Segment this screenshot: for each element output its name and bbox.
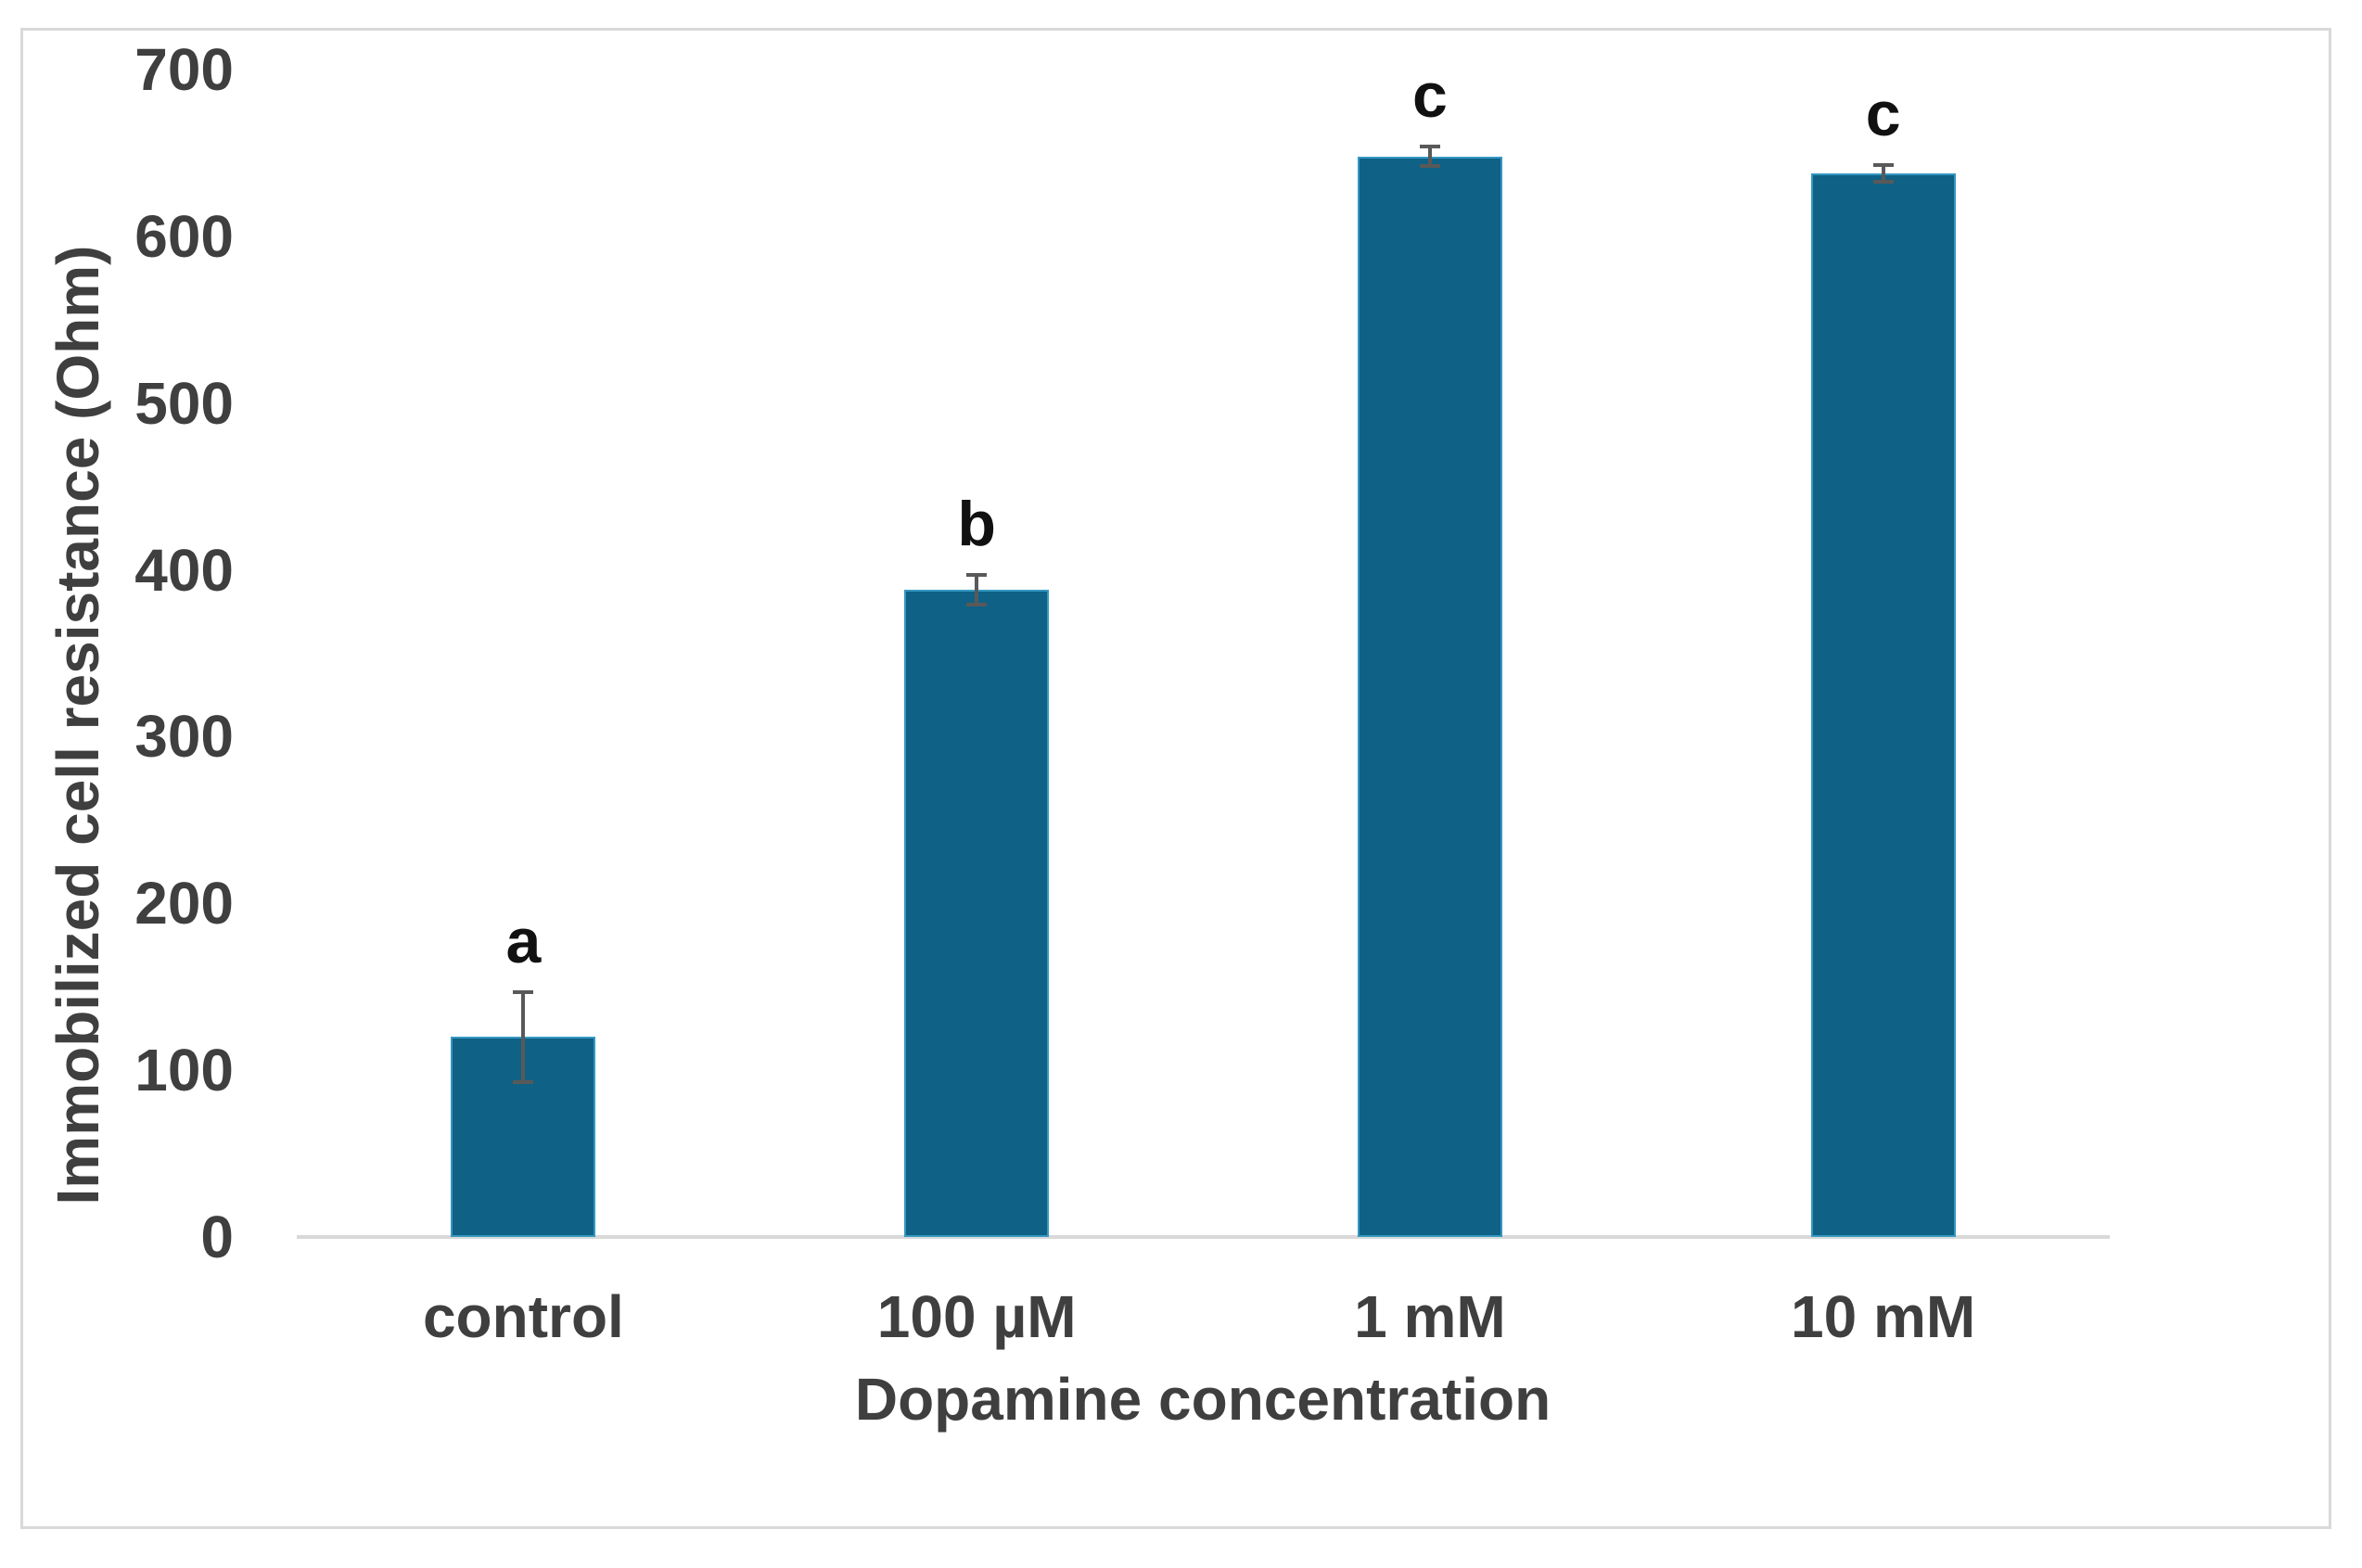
significance-letter: a <box>505 905 542 976</box>
y-tick-label: 700 <box>134 36 234 103</box>
x-category-label: control <box>422 1283 624 1350</box>
error-bar-cap-top <box>1872 162 1894 167</box>
x-axis-title: Dopamine concentration <box>854 1366 1551 1433</box>
bar-10-mM <box>1810 172 1956 1237</box>
error-bar-cap-bottom <box>1872 179 1894 184</box>
error-bar-cap-top <box>966 572 988 577</box>
y-tick-label: 300 <box>134 703 234 771</box>
error-bar-line <box>521 991 526 1082</box>
error-bar-cap-top <box>1419 144 1440 148</box>
bar-1-mM <box>1357 156 1502 1237</box>
y-tick-label: 600 <box>134 202 234 270</box>
error-bar-line <box>975 574 979 606</box>
x-axis-line <box>297 1235 2110 1239</box>
y-tick-label: 100 <box>134 1037 234 1104</box>
y-tick-label: 500 <box>134 369 234 437</box>
error-bar-line <box>1881 164 1885 182</box>
x-category-label: 1 mM <box>1354 1283 1506 1350</box>
x-category-label: 100 µM <box>876 1283 1077 1350</box>
error-bar-cap-bottom <box>966 603 988 607</box>
error-bar-cap-top <box>513 989 534 994</box>
error-bar-line <box>1427 146 1432 167</box>
bar-100-µM <box>904 590 1050 1237</box>
error-bar-cap-bottom <box>513 1079 534 1084</box>
significance-letter: c <box>1411 59 1448 131</box>
significance-letter: b <box>957 488 996 559</box>
y-tick-label: 200 <box>134 870 234 937</box>
significance-letter: c <box>1865 78 1901 149</box>
x-category-label: 10 mM <box>1791 1283 1976 1350</box>
y-tick-label: 0 <box>200 1204 234 1270</box>
error-bar-cap-bottom <box>1419 164 1440 169</box>
y-tick-label: 400 <box>134 536 234 604</box>
